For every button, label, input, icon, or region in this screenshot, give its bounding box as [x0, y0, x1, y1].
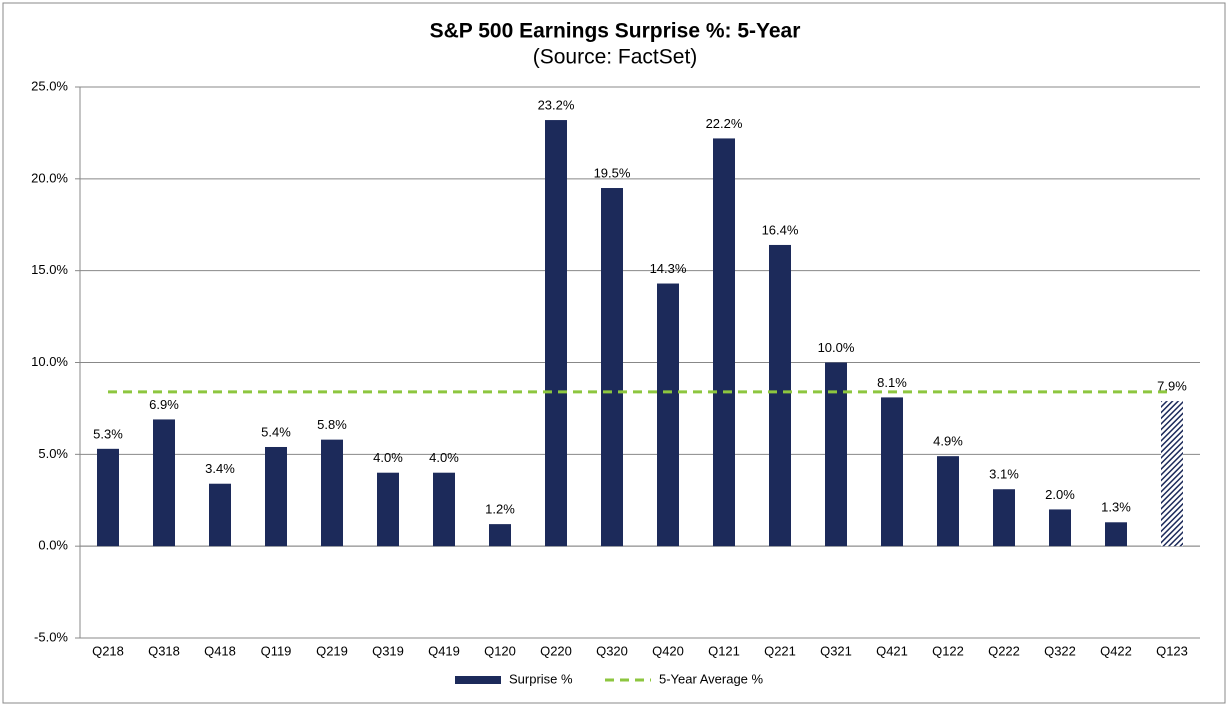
x-tick-label: Q422	[1100, 643, 1132, 658]
x-tick-label: Q421	[876, 643, 908, 658]
data-label: 7.9%	[1157, 379, 1187, 394]
data-label: 22.2%	[706, 116, 743, 131]
bar	[1105, 522, 1127, 547]
bar	[601, 188, 623, 547]
x-tick-label: Q222	[988, 643, 1020, 658]
bar	[153, 419, 175, 547]
bar	[825, 362, 847, 547]
data-label: 19.5%	[594, 165, 631, 180]
x-tick-label: Q121	[708, 643, 740, 658]
x-tick-label: Q419	[428, 643, 460, 658]
legend-swatch	[455, 676, 501, 684]
x-tick-label: Q123	[1156, 643, 1188, 658]
bar	[377, 472, 399, 547]
x-tick-label: Q320	[596, 643, 628, 658]
x-tick-label: Q219	[316, 643, 348, 658]
data-label: 4.0%	[373, 450, 403, 465]
data-label: 1.2%	[485, 502, 515, 517]
y-tick-label: 0.0%	[38, 538, 68, 553]
x-tick-label: Q420	[652, 643, 684, 658]
x-tick-label: Q218	[92, 643, 124, 658]
data-label: 16.4%	[762, 222, 799, 237]
chart-title: S&P 500 Earnings Surprise %: 5-Year	[430, 20, 801, 43]
y-tick-label: 5.0%	[38, 446, 68, 461]
bar	[769, 244, 791, 547]
x-tick-label: Q322	[1044, 643, 1076, 658]
data-label: 23.2%	[538, 97, 575, 112]
bar	[265, 446, 287, 547]
data-label: 3.1%	[989, 467, 1019, 482]
x-tick-label: Q321	[820, 643, 852, 658]
x-tick-label: Q120	[484, 643, 516, 658]
data-label: 4.0%	[429, 450, 459, 465]
data-label: 1.3%	[1101, 500, 1131, 515]
data-label: 5.8%	[317, 417, 347, 432]
y-tick-label: 10.0%	[31, 354, 68, 369]
data-label: 5.4%	[261, 424, 291, 439]
y-tick-label: 25.0%	[31, 78, 68, 93]
bar	[97, 448, 119, 547]
bar	[433, 472, 455, 547]
data-label: 6.9%	[149, 397, 179, 412]
x-tick-label: Q318	[148, 643, 180, 658]
bar	[1161, 401, 1183, 547]
data-label: 5.3%	[93, 426, 123, 441]
bar	[1049, 509, 1071, 547]
x-tick-label: Q122	[932, 643, 964, 658]
bar	[993, 489, 1015, 547]
x-tick-label: Q418	[204, 643, 236, 658]
y-tick-label: 20.0%	[31, 170, 68, 185]
x-tick-label: Q319	[372, 643, 404, 658]
bar	[937, 456, 959, 547]
y-tick-label: 15.0%	[31, 262, 68, 277]
bar	[209, 483, 231, 547]
x-tick-label: Q221	[764, 643, 796, 658]
bar	[321, 439, 343, 547]
legend-label: 5-Year Average %	[659, 671, 764, 686]
legend-label: Surprise %	[509, 671, 573, 686]
x-tick-label: Q119	[261, 643, 292, 658]
y-tick-label: -5.0%	[34, 629, 68, 644]
x-tick-label: Q220	[540, 643, 572, 658]
bar	[881, 397, 903, 547]
data-label: 8.1%	[877, 375, 907, 390]
data-label: 10.0%	[818, 340, 855, 355]
data-label: 2.0%	[1045, 487, 1075, 502]
bar	[545, 120, 567, 547]
bar	[489, 524, 511, 547]
bar	[713, 138, 735, 547]
chart-subtitle: (Source: FactSet)	[533, 46, 698, 69]
data-label: 3.4%	[205, 461, 235, 476]
data-label: 4.9%	[933, 434, 963, 449]
bar	[657, 283, 679, 547]
data-label: 14.3%	[650, 261, 687, 276]
